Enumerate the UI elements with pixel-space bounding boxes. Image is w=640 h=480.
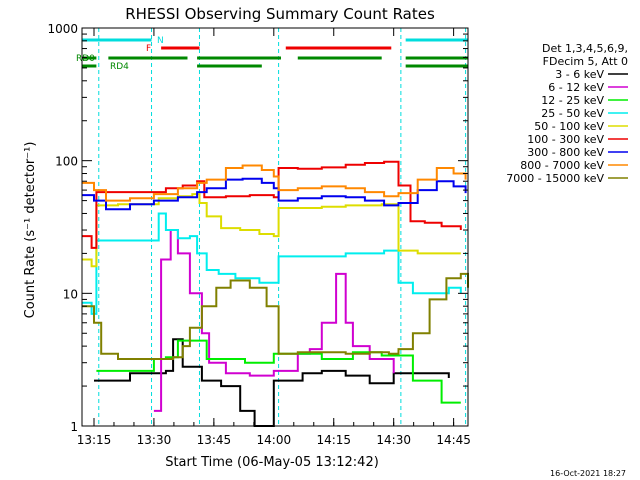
x-tick-label: 14:15 xyxy=(316,433,351,447)
x-tick-label: 13:15 xyxy=(77,433,112,447)
legend-label: 6 - 12 keV xyxy=(548,81,604,94)
y-tick-label: 100 xyxy=(55,155,78,169)
flag-label: RD4 xyxy=(110,62,129,72)
plot-frame xyxy=(81,27,469,427)
series-line xyxy=(82,272,469,360)
x-tick-label: 14:30 xyxy=(376,433,411,447)
legend-label: 25 - 50 keV xyxy=(541,107,604,120)
x-tick-label: 14:45 xyxy=(436,433,471,447)
y-axis: 1 10 100 1000 xyxy=(47,22,468,434)
legend-label: 50 - 100 keV xyxy=(534,120,604,133)
legend: Det 1,3,4,5,6,9, FDecim 5, Att 0 3 - 6 k… xyxy=(506,42,628,185)
series-line xyxy=(82,212,462,315)
legend-label: 3 - 6 keV xyxy=(555,68,604,81)
legend-label: 7000 - 15000 keV xyxy=(506,172,604,185)
x-axis-label: Start Time (06-May-05 13:12:42) xyxy=(165,455,379,470)
series-line xyxy=(94,338,450,427)
flag-label: RD0 xyxy=(76,54,95,64)
series-line xyxy=(82,164,467,202)
flag-label: F xyxy=(146,44,151,54)
chart-title: RHESSI Observing Summary Count Rates xyxy=(125,5,435,23)
x-axis: 13:15 13:30 13:45 14:00 14:15 14:30 14:45 xyxy=(77,28,471,447)
y-tick-label: 10 xyxy=(63,287,78,301)
x-tick-label: 13:45 xyxy=(197,433,232,447)
series-line xyxy=(96,339,461,404)
series-line xyxy=(82,177,467,211)
timestamp: 16-Oct-2021 18:27 xyxy=(550,469,626,478)
legend-label: 12 - 25 keV xyxy=(541,94,604,107)
flag-label: N xyxy=(157,36,164,46)
x-tick-label: 13:30 xyxy=(137,433,172,447)
series-line xyxy=(153,229,395,412)
series-layer xyxy=(82,160,469,427)
legend-label: 300 - 800 keV xyxy=(527,146,604,159)
y-tick-label: 1000 xyxy=(47,22,78,36)
flag-bars: NF RD0 RD4 xyxy=(76,36,468,72)
legend-label: 100 - 300 keV xyxy=(527,133,604,146)
y-axis-label: Count Rate (s⁻¹ detector⁻¹) xyxy=(23,142,38,319)
y-tick-label: 1 xyxy=(70,420,78,434)
legend-header-line-1: Det 1,3,4,5,6,9, xyxy=(542,42,628,55)
x-tick-label: 14:00 xyxy=(257,433,292,447)
legend-header-line-2: FDecim 5, Att 0 xyxy=(543,55,628,68)
legend-label: 800 - 7000 keV xyxy=(520,159,604,172)
